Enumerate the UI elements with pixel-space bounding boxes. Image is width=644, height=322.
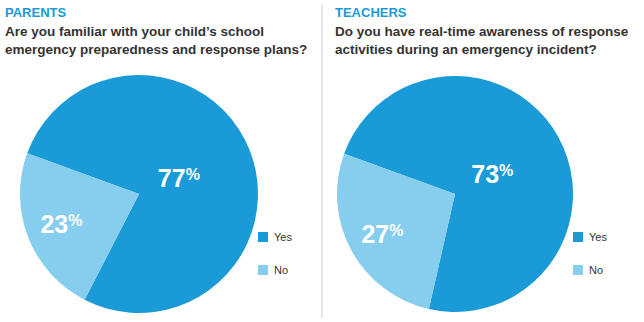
data-label-number: 77: [158, 164, 186, 192]
legend-label: Yes: [589, 231, 607, 243]
legend-swatch: [258, 232, 268, 242]
legend: Yes No: [573, 231, 607, 276]
data-label: 27%: [361, 220, 403, 248]
pie-slices: [337, 76, 573, 312]
data-label-unit: %: [68, 212, 82, 229]
data-label-number: 27: [361, 220, 389, 248]
pie-slice: [20, 153, 139, 300]
legend-swatch: [573, 232, 583, 242]
pie-labels: 73%27%: [361, 160, 513, 248]
subtitle-line: emergency preparedness and response plan…: [5, 42, 307, 57]
data-label: 23%: [40, 210, 82, 238]
legend-label: No: [274, 264, 288, 276]
pie-panel: PARENTS Are you familiar with your child’…: [5, 5, 307, 313]
data-label: 77%: [158, 164, 200, 192]
pie-labels: 77%23%: [40, 164, 199, 238]
data-label-unit: %: [186, 166, 200, 183]
chart-subtitle: Do you have real-time awareness of respo…: [335, 24, 629, 57]
chart-title: TEACHERS: [335, 5, 407, 20]
subtitle-line: Do you have real-time awareness of respo…: [335, 24, 629, 39]
legend-label: No: [589, 264, 603, 276]
pie-slices: [20, 75, 258, 313]
chart-canvas: PARENTS Are you familiar with your child’…: [0, 0, 644, 322]
legend: Yes No: [258, 231, 292, 276]
chart-subtitle: Are you familiar with your child’s schoo…: [5, 24, 307, 57]
legend-swatch: [573, 265, 583, 275]
data-label-number: 73: [471, 160, 499, 188]
data-label-unit: %: [389, 222, 403, 239]
pie-panel: TEACHERS Do you have real-time awareness …: [335, 5, 629, 312]
data-label: 73%: [471, 160, 513, 188]
panel-divider: [322, 4, 323, 318]
data-label-unit: %: [499, 162, 513, 179]
data-label-number: 23: [40, 210, 68, 238]
pie-slice: [337, 154, 455, 309]
chart-title: PARENTS: [5, 5, 66, 20]
subtitle-line: Are you familiar with your child’s schoo…: [5, 24, 264, 39]
legend-label: Yes: [274, 231, 292, 243]
subtitle-line: activities during an emergency incident?: [335, 42, 597, 57]
legend-swatch: [258, 265, 268, 275]
